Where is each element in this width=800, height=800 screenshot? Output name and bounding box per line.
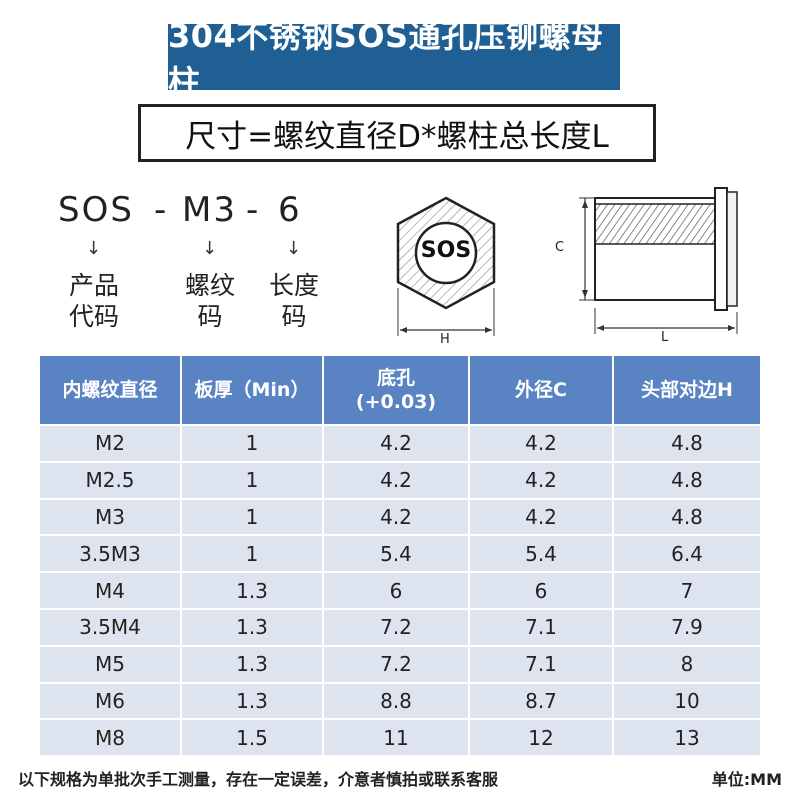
table-cell: M2 [40,426,182,463]
arrow-down-icon: ↓ [86,238,102,259]
table-header-row: 内螺纹直径 板厚（Min） 底孔 (+0.03) 外径C 头部对边H [40,356,760,426]
table-cell: 4.2 [470,426,614,463]
table-cell: 1 [182,536,324,574]
table-row: M3 1 4.2 4.2 4.8 [40,499,760,537]
table-cell: 4.2 [324,426,470,463]
table-cell: 4.8 [614,462,760,500]
table-row: M2 1 4.2 4.2 4.8 [40,426,760,463]
table-cell: 3.5M3 [40,536,182,574]
dimension-c-label: C [555,240,565,255]
header-outer-diameter: 外径C [470,356,614,426]
table-cell: 1 [182,499,324,537]
table-row: M8 1.5 11 12 13 [40,720,760,758]
label-product-code: 产品 代码 [68,271,119,331]
table-cell: 8.7 [470,683,614,721]
arrow-down-icon: ↓ [202,238,218,259]
header-head-width: 头部对边H [614,356,760,426]
table-cell: 4.8 [614,426,760,463]
title-banner: 304不锈钢SOS通孔压铆螺母柱 [168,17,620,101]
table-row: 3.5M4 1.3 7.2 7.1 7.9 [40,609,760,647]
hex-label: SOS [420,238,472,263]
table-cell: 4.2 [470,499,614,537]
code-part-dash-2: - [246,190,261,230]
code-part-length: 6 [278,190,302,230]
table-cell: 13 [614,720,760,758]
dimension-l-label: L [661,330,669,345]
code-part-thread: M3 [182,190,237,230]
table-row: 3.5M3 1 5.4 5.4 6.4 [40,536,760,574]
hex-top-view-diagram: SOS H [390,190,510,354]
table-cell: 5.4 [470,536,614,574]
table-cell: 7.9 [614,609,760,647]
table-row: M6 1.3 8.8 8.7 10 [40,683,760,721]
table-cell: 4.8 [614,499,760,537]
table-cell: M2.5 [40,462,182,500]
label-thread-code: 螺纹 码 [184,271,235,331]
table-cell: 7.1 [470,609,614,647]
code-part-product: SOS [58,190,134,230]
dimension-h-label: H [440,332,450,347]
table-cell: 1.3 [182,609,324,647]
table-cell: 11 [324,720,470,758]
table-cell: M5 [40,646,182,684]
table-cell: 12 [470,720,614,758]
table-cell: 8.8 [324,683,470,721]
spec-table: 内螺纹直径 板厚（Min） 底孔 (+0.03) 外径C 头部对边H M2 1 4.… [40,356,760,758]
header-hole-size: 底孔 (+0.03) [324,356,470,426]
table-row: M2.5 1 4.2 4.2 4.8 [40,462,760,500]
table-cell: 7.1 [470,646,614,684]
table-cell: 7.2 [324,646,470,684]
table-cell: 1 [182,462,324,500]
table-cell: 4.2 [324,499,470,537]
table-row: M5 1.3 7.2 7.1 8 [40,646,760,684]
code-part-dash-1: - [154,190,169,230]
table-cell: M4 [40,573,182,610]
table-cell: 1 [182,426,324,463]
table-cell: 3.5M4 [40,609,182,647]
table-cell: 6 [470,573,614,610]
table-cell: 7 [614,573,760,610]
table-cell: 8 [614,646,760,684]
table-cell: 5.4 [324,536,470,574]
table-cell: 4.2 [324,462,470,500]
table-cell: M8 [40,720,182,758]
table-cell: M3 [40,499,182,537]
header-thread-diameter: 内螺纹直径 [40,356,182,426]
arrow-down-icon: ↓ [286,238,302,259]
header-sheet-thickness: 板厚（Min） [182,356,324,426]
table-cell: M6 [40,683,182,721]
table-cell: 1.3 [182,646,324,684]
side-view-diagram: C L [545,178,755,352]
table-cell: 7.2 [324,609,470,647]
table-cell: 1.5 [182,720,324,758]
table-cell: 1.3 [182,683,324,721]
table-cell: 4.2 [470,462,614,500]
label-length-code: 长度 码 [268,271,319,331]
table-cell: 1.3 [182,573,324,610]
table-row: M4 1.3 6 6 7 [40,573,760,610]
subtitle-box: 尺寸=螺纹直径D*螺柱总长度L [138,104,656,162]
footer-note: 以下规格为单批次手工测量，存在一定误差，介意者慎拍或联系客服 [18,770,499,789]
table-cell: 6.4 [614,536,760,574]
page-title: 304不锈钢SOS通孔压铆螺母柱 [168,17,604,101]
table-cell: 10 [614,683,760,721]
page-subtitle: 尺寸=螺纹直径D*螺柱总长度L [185,118,609,155]
table-cell: 6 [324,573,470,610]
unit-label: 单位:MM [711,770,782,789]
